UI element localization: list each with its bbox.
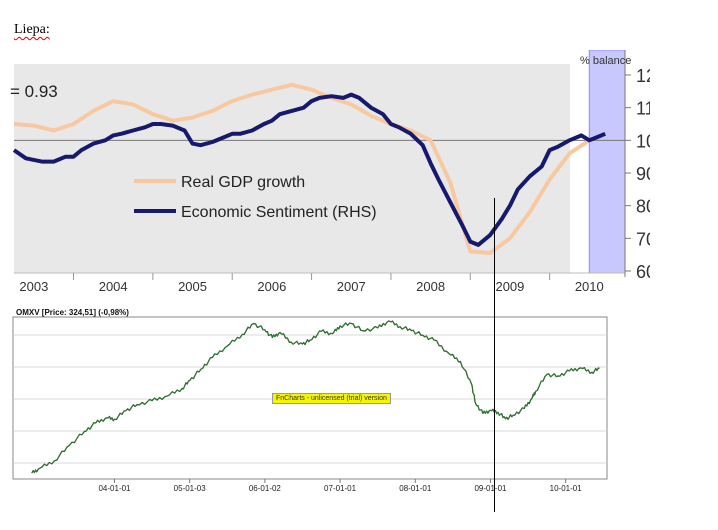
x-tick-label: 2010 <box>575 279 604 294</box>
legend-label-real-gdp-growth: Real GDP growth <box>181 174 305 191</box>
omxv-x-tick-label: 05-01-03 <box>174 484 207 493</box>
top-chart-plot-bg <box>14 64 570 273</box>
gdp-sentiment-chart: 60 70 80 90 100 110 120 2003 2004 2005 2006 2007 20… <box>10 50 650 294</box>
x-tick-label: 2003 <box>19 279 48 294</box>
correlation-annotation: = 0.93 <box>10 82 58 101</box>
omxv-x-tick-label: 07-01-01 <box>324 484 357 493</box>
y-tick-label: 80 <box>636 197 650 217</box>
series-line-real-gdp-growth <box>13 82 591 255</box>
x-tick-label: 2008 <box>416 279 445 294</box>
omxv-x-tick-label: 06-01-02 <box>249 484 282 493</box>
legend-label-economic-sentiment: Economic Sentiment (RHS) <box>181 204 377 221</box>
x-tick-label: 2006 <box>257 279 286 294</box>
y-tick-label: 90 <box>636 164 650 184</box>
y-tick-label: 100 <box>636 131 650 151</box>
trial-watermark: FnCharts - unlicensed (trial) version <box>272 393 391 404</box>
x-tick-label: 2007 <box>337 279 366 294</box>
omxv-x-tick-label: 10-01-01 <box>550 484 583 493</box>
x-tick-label: 2009 <box>495 279 524 294</box>
document-label: Liepa: <box>14 22 50 37</box>
y-tick-label: 110 <box>636 99 650 119</box>
omxv-x-tick-label: 09-01-01 <box>474 484 507 493</box>
series-line-omxv-highlight <box>31 320 600 474</box>
y-tick-label: 70 <box>636 229 650 249</box>
marker-vertical-line <box>494 198 495 512</box>
right-axis-title: % balance <box>580 55 631 67</box>
omxv-x-tick-label: 08-01-01 <box>399 484 432 493</box>
x-tick-label: 2005 <box>178 279 207 294</box>
forecast-shaded-region <box>588 50 626 274</box>
omxv-chart-title: OMXV [Price: 324,51] (-0,98%) <box>16 308 129 317</box>
y-tick-label: 60 <box>636 262 650 282</box>
legend: Real GDP growth Economic Sentiment (RHS) <box>134 174 377 221</box>
x-tick-label: 2004 <box>99 279 128 294</box>
omxv-x-tick-label: 04-01-01 <box>98 484 131 493</box>
y-tick-label: 120 <box>636 66 650 86</box>
series-line-economic-sentiment <box>12 92 606 247</box>
omxv-chart: 04-01-01 05-01-03 06-01-02 07-01-01 08-01-01… <box>12 308 608 493</box>
